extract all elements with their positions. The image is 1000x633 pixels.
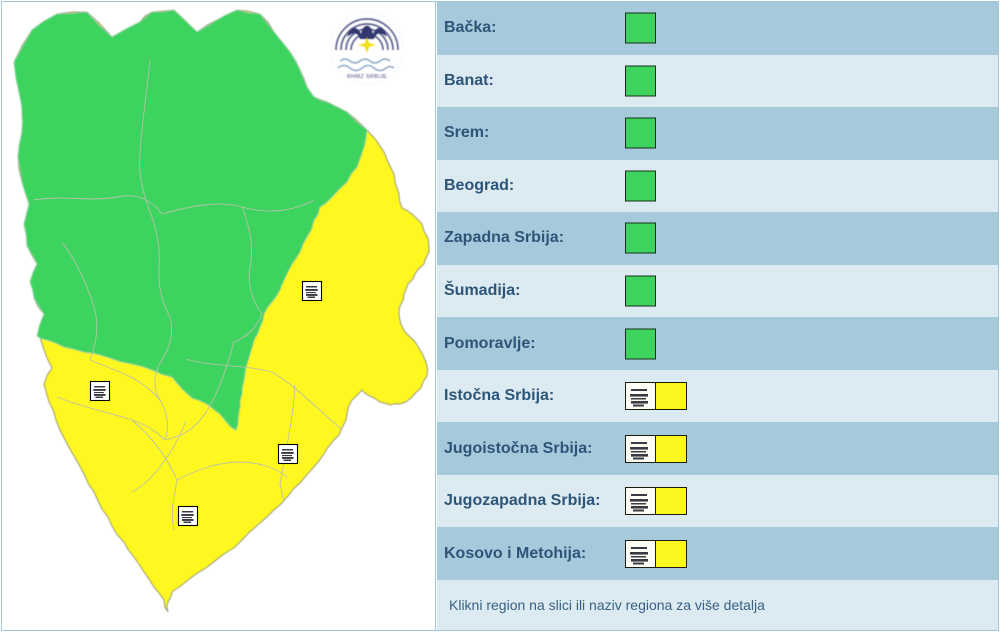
svg-text:RHMZ SRBIJE: RHMZ SRBIJE	[347, 74, 387, 80]
